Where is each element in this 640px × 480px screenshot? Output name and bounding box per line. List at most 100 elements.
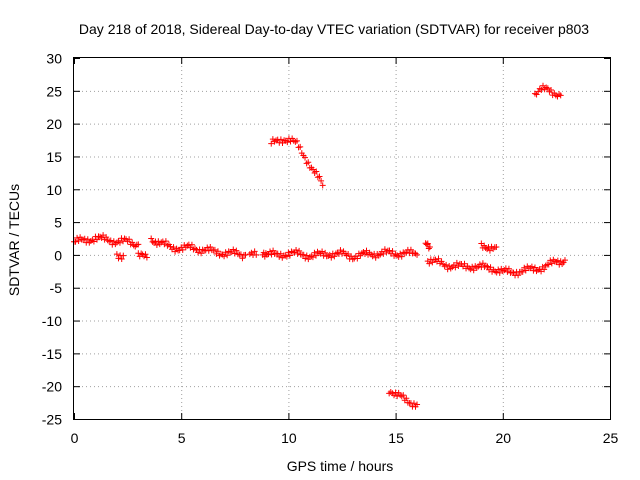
data-point xyxy=(482,245,489,252)
data-point xyxy=(142,251,149,258)
y-tick-label: -10 xyxy=(42,313,62,329)
data-point xyxy=(487,264,494,271)
data-segment xyxy=(268,135,326,189)
plot-frame xyxy=(73,57,611,420)
y-tick-label: 20 xyxy=(46,116,62,132)
data-point xyxy=(283,253,290,260)
data-point xyxy=(207,244,214,251)
data-segment xyxy=(246,248,260,258)
data-point xyxy=(302,255,309,262)
data-point xyxy=(100,232,107,239)
data-point xyxy=(148,235,155,242)
data-point xyxy=(294,250,301,257)
data-point xyxy=(461,260,468,267)
data-point xyxy=(424,240,431,247)
data-segment xyxy=(71,232,142,250)
y-tick-label: -25 xyxy=(42,412,62,428)
data-point xyxy=(84,236,91,243)
data-point xyxy=(191,245,198,252)
data-point xyxy=(522,267,529,274)
data-point xyxy=(400,392,407,399)
data-point xyxy=(557,92,564,99)
data-point xyxy=(230,246,237,253)
axis-ticks: 0 5 10 15 20 25 -25 -20 -15 -10 -5 0 5 10 15 20 25 30 xyxy=(42,51,619,447)
data-point xyxy=(423,241,430,248)
data-point xyxy=(293,137,300,144)
data-point xyxy=(300,251,307,258)
grid xyxy=(74,58,610,419)
data-segment xyxy=(113,251,127,262)
y-tick-label: -5 xyxy=(50,280,63,296)
data-segment xyxy=(386,389,421,410)
data-point xyxy=(268,251,275,258)
data-point xyxy=(120,252,127,259)
data-point xyxy=(538,268,545,275)
data-point xyxy=(179,246,186,253)
data-point xyxy=(403,395,410,402)
data-point xyxy=(544,85,551,92)
data-point xyxy=(425,245,432,252)
data-point xyxy=(277,250,284,257)
data-point xyxy=(312,252,319,259)
data-point xyxy=(130,242,137,249)
data-point xyxy=(276,253,283,260)
data-point xyxy=(253,251,260,258)
data-point xyxy=(541,266,548,273)
data-point xyxy=(135,241,142,248)
data-point xyxy=(310,166,317,173)
data-point xyxy=(153,242,160,249)
data-point xyxy=(363,247,370,254)
data-point xyxy=(453,259,460,266)
data-point xyxy=(231,250,238,257)
x-tick-label: 15 xyxy=(388,430,404,446)
x-tick-label: 0 xyxy=(71,430,79,446)
data-point xyxy=(345,251,352,258)
data-point xyxy=(319,248,326,255)
data-point xyxy=(107,237,114,244)
data-point xyxy=(337,247,344,254)
data-point xyxy=(435,255,442,262)
data-point xyxy=(138,250,145,257)
data-point xyxy=(452,264,459,271)
data-point xyxy=(214,248,221,255)
data-point xyxy=(313,168,320,175)
data-point xyxy=(297,143,304,150)
x-axis-label: GPS time / hours xyxy=(287,458,394,474)
data-point xyxy=(118,255,125,262)
data-point xyxy=(557,258,564,265)
data-point xyxy=(429,259,436,266)
data-point xyxy=(277,136,284,143)
data-point xyxy=(535,88,542,95)
data-point xyxy=(224,252,231,259)
data-point xyxy=(444,266,451,273)
data-point xyxy=(97,233,104,240)
data-segment xyxy=(259,246,421,263)
data-point xyxy=(242,251,249,258)
y-tick-label: 10 xyxy=(46,182,62,198)
data-point xyxy=(505,265,512,272)
data-point xyxy=(121,235,128,242)
data-point xyxy=(75,237,82,244)
data-point xyxy=(495,266,502,273)
data-point xyxy=(305,159,312,166)
data-point xyxy=(510,269,517,276)
data-point xyxy=(469,263,476,270)
data-point xyxy=(126,236,133,243)
data-point xyxy=(251,248,258,255)
data-point xyxy=(93,236,100,243)
data-point xyxy=(268,140,275,147)
data-point xyxy=(548,260,555,267)
data-segment xyxy=(148,235,249,262)
data-point xyxy=(372,254,379,261)
x-tick-label: 20 xyxy=(496,430,512,446)
chart-title: Day 218 of 2018, Sidereal Day-to-day VTE… xyxy=(79,21,589,37)
data-point xyxy=(90,238,97,245)
data-point xyxy=(81,235,88,242)
data-point xyxy=(493,244,500,251)
data-point xyxy=(414,251,421,258)
data-point xyxy=(538,86,545,93)
data-point xyxy=(318,177,325,184)
data-point xyxy=(486,247,493,254)
data-point xyxy=(284,139,291,146)
y-tick-label: 25 xyxy=(46,83,62,99)
